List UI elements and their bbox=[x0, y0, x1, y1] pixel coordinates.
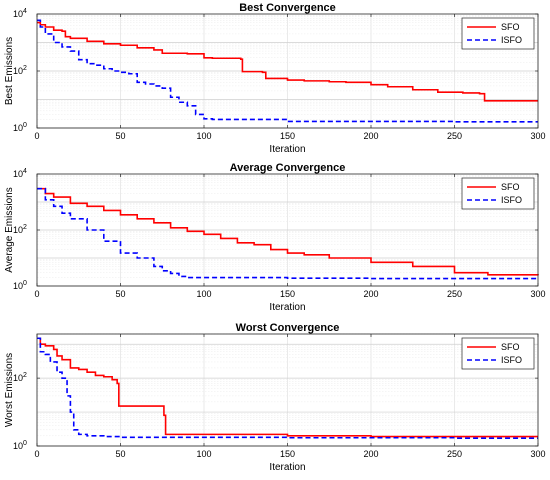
x-tick-label: 200 bbox=[363, 289, 378, 299]
y-tick-exponent: 4 bbox=[23, 8, 27, 15]
legend-label-isfo: ISFO bbox=[501, 355, 522, 365]
grid bbox=[36, 14, 539, 129]
legend-label-isfo: ISFO bbox=[501, 195, 522, 205]
y-tick-label: 10 bbox=[13, 123, 23, 133]
legend-box bbox=[461, 177, 535, 210]
x-axis-label: Iteration bbox=[269, 144, 305, 155]
x-tick-label: 50 bbox=[115, 289, 125, 299]
y-tick-exponent: 2 bbox=[23, 372, 27, 379]
legend-label-sfo: SFO bbox=[501, 22, 520, 32]
x-axis-label: Iteration bbox=[269, 462, 305, 473]
legend-label-isfo: ISFO bbox=[501, 35, 522, 45]
y-tick-label: 10 bbox=[13, 441, 23, 451]
x-tick-label: 250 bbox=[447, 131, 462, 141]
x-tick-label: 50 bbox=[115, 449, 125, 459]
x-tick-label: 0 bbox=[34, 131, 39, 141]
x-tick-label: 100 bbox=[196, 131, 211, 141]
series-line-sfo bbox=[37, 187, 539, 276]
y-tick-label: 10 bbox=[13, 225, 23, 235]
legend-box bbox=[461, 337, 535, 370]
y-axis-label: Worst Emissions bbox=[4, 353, 15, 427]
legend-box bbox=[461, 17, 535, 50]
legend-label-sfo: SFO bbox=[501, 342, 520, 352]
x-tick-label: 250 bbox=[447, 289, 462, 299]
y-axis-label: Best Emissions bbox=[4, 37, 15, 105]
y-axis-label: Average Emissions bbox=[4, 187, 15, 272]
y-tick-label: 10 bbox=[13, 373, 23, 383]
chart-title: Worst Convergence bbox=[236, 322, 340, 334]
legend: SFO ISFO bbox=[461, 177, 535, 210]
y-tick-exponent: 0 bbox=[23, 440, 27, 447]
y-tick-exponent: 0 bbox=[23, 280, 27, 287]
y-tick-exponent: 2 bbox=[23, 65, 27, 72]
x-tick-label: 50 bbox=[115, 131, 125, 141]
x-tick-label: 300 bbox=[530, 289, 545, 299]
y-tick-exponent: 4 bbox=[23, 168, 27, 175]
x-tick-label: 150 bbox=[280, 289, 295, 299]
chart-title: Average Convergence bbox=[230, 162, 346, 174]
y-tick-exponent: 2 bbox=[23, 224, 27, 231]
x-tick-label: 0 bbox=[34, 289, 39, 299]
series-line-isfo bbox=[37, 187, 539, 280]
x-tick-label: 150 bbox=[280, 449, 295, 459]
x-tick-label: 100 bbox=[196, 449, 211, 459]
x-tick-label: 200 bbox=[363, 131, 378, 141]
series-line-sfo bbox=[37, 21, 538, 102]
x-axis-label: Iteration bbox=[269, 302, 305, 313]
y-tick-label: 10 bbox=[13, 169, 23, 179]
x-tick-label: 250 bbox=[447, 449, 462, 459]
x-tick-label: 100 bbox=[196, 289, 211, 299]
x-tick-label: 300 bbox=[530, 449, 545, 459]
legend: SFO ISFO bbox=[461, 17, 535, 50]
legend: SFO ISFO bbox=[461, 337, 535, 370]
x-tick-label: 200 bbox=[363, 449, 378, 459]
series-line-sfo bbox=[37, 337, 538, 438]
y-tick-exponent: 0 bbox=[23, 122, 27, 129]
series-line-isfo bbox=[37, 19, 538, 123]
y-tick-label: 10 bbox=[13, 281, 23, 291]
x-tick-label: 150 bbox=[280, 131, 295, 141]
chart-title: Best Convergence bbox=[239, 2, 336, 14]
y-tick-label: 10 bbox=[13, 66, 23, 76]
y-tick-label: 10 bbox=[13, 9, 23, 19]
x-tick-label: 0 bbox=[34, 449, 39, 459]
x-tick-label: 300 bbox=[530, 131, 545, 141]
legend-label-sfo: SFO bbox=[501, 182, 520, 192]
